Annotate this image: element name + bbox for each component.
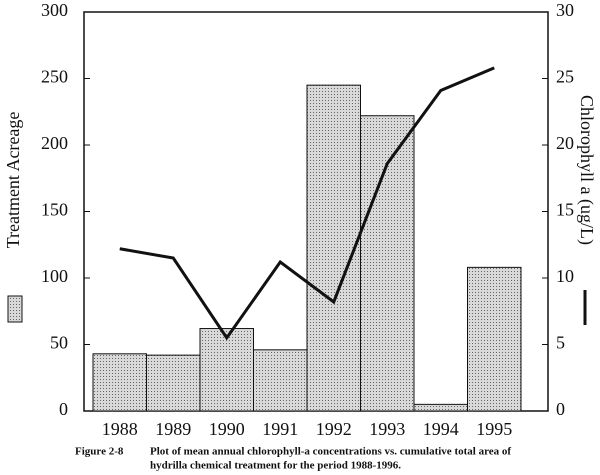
x-tick-label: 1995 [476,419,512,439]
y-axis-label: Treatment Acreage [3,112,23,249]
bar [253,349,308,412]
y2-tick-label: 30 [556,0,574,20]
x-tick-label: 1993 [369,419,405,439]
y-tick-label: 150 [41,200,68,220]
x-tick-label: 1988 [102,419,138,439]
y2-tick-label: 20 [556,133,574,153]
y2-tick-label: 5 [556,333,565,353]
bar [467,266,522,412]
y-tick-label: 0 [59,399,68,419]
x-tick-label: 1992 [316,419,352,439]
bar [92,353,147,412]
y-tick-label: 300 [41,0,68,20]
y2-tick-label: 15 [556,200,574,220]
y-tick-label: 50 [50,333,68,353]
y2-tick-label: 0 [556,399,565,419]
x-tick-label: 1994 [423,419,459,439]
x-tick-label: 1990 [209,419,245,439]
bar [199,328,254,412]
bar [413,403,468,412]
y2-tick-label: 25 [556,67,574,87]
legend-swatch [7,295,23,323]
x-tick-label: 1991 [262,419,298,439]
y-tick-label: 250 [41,67,68,87]
y2-tick-label: 10 [556,266,574,286]
y-tick-label: 200 [41,133,68,153]
bar [306,84,361,412]
line [119,66,495,341]
caption-line: hydrilla chemical treatment for the peri… [150,460,401,472]
figure-label: Figure 2-8 [75,446,124,458]
caption-line: Plot of mean annual chlorophyll-a concen… [150,446,511,458]
x-tick-label: 1989 [155,419,191,439]
y-tick-label: 100 [41,266,68,286]
y2-axis-label: Chlorophyll a (ug/L) [576,95,597,245]
bar [146,354,201,412]
bar [360,115,415,412]
